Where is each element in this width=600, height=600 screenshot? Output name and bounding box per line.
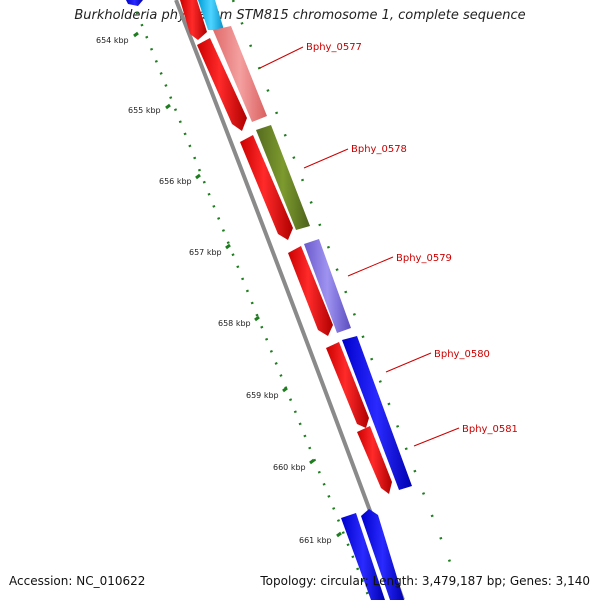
ruler-tick-655: 655 kbp	[128, 106, 161, 115]
gene-label-bphy-0579[interactable]: Bphy_0579	[396, 253, 452, 264]
ruler-tick-marks	[133, 31, 342, 538]
feature-cyan-top-partial[interactable]	[198, 0, 224, 30]
ruler-tick-657: 657 kbp	[189, 248, 222, 257]
gene-label-bphy-0580[interactable]: Bphy_0580	[434, 349, 490, 360]
ruler-dotted-line-outer	[231, 0, 457, 576]
gene-labels: Bphy_0577 Bphy_0578 Bphy_0579 Bphy_0580 …	[306, 42, 518, 435]
cds-bphy-0578[interactable]	[240, 135, 293, 240]
feature-blue-bottom-left[interactable]	[341, 513, 385, 600]
gene-label-bphy-0581[interactable]: Bphy_0581	[462, 424, 518, 435]
ruler-tick-654: 654 kbp	[96, 36, 129, 45]
feature-olive-bphy-0578[interactable]	[256, 125, 310, 230]
genome-summary-label: Topology: circular; Length: 3,479,187 bp…	[260, 574, 590, 588]
gene-label-bphy-0578[interactable]: Bphy_0578	[351, 144, 407, 155]
gene-label-leaders	[259, 46, 460, 447]
ruler-tick-656: 656 kbp	[159, 177, 192, 186]
ruler-tick-660: 660 kbp	[273, 463, 306, 472]
feature-purple-bphy-0579[interactable]	[304, 239, 351, 333]
ruler-tick-661: 661 kbp	[299, 536, 332, 545]
cds-bphy-0580[interactable]	[326, 342, 369, 428]
genome-backbone-highlight	[179, 0, 408, 600]
ruler-tick-659: 659 kbp	[246, 391, 279, 400]
gene-label-bphy-0577[interactable]: Bphy_0577	[306, 42, 362, 53]
feature-blue-bphy-0580[interactable]	[342, 336, 412, 490]
feature-red-top-partial[interactable]	[180, 0, 207, 40]
accession-label: Accession: NC_010622	[9, 574, 146, 588]
ruler-tick-labels: 654 kbp 655 kbp 656 kbp 657 kbp 658 kbp …	[96, 36, 332, 545]
feature-blue-bottom-right[interactable]	[361, 509, 404, 600]
cds-bphy-0579[interactable]	[288, 246, 333, 336]
ruler-tick-658: 658 kbp	[218, 319, 251, 328]
cds-bphy-0577[interactable]	[197, 38, 247, 131]
feature-pink-bphy-0577[interactable]	[213, 26, 267, 122]
feature-blue-top-partial[interactable]	[126, 0, 143, 6]
cds-bphy-0581[interactable]	[357, 426, 392, 494]
